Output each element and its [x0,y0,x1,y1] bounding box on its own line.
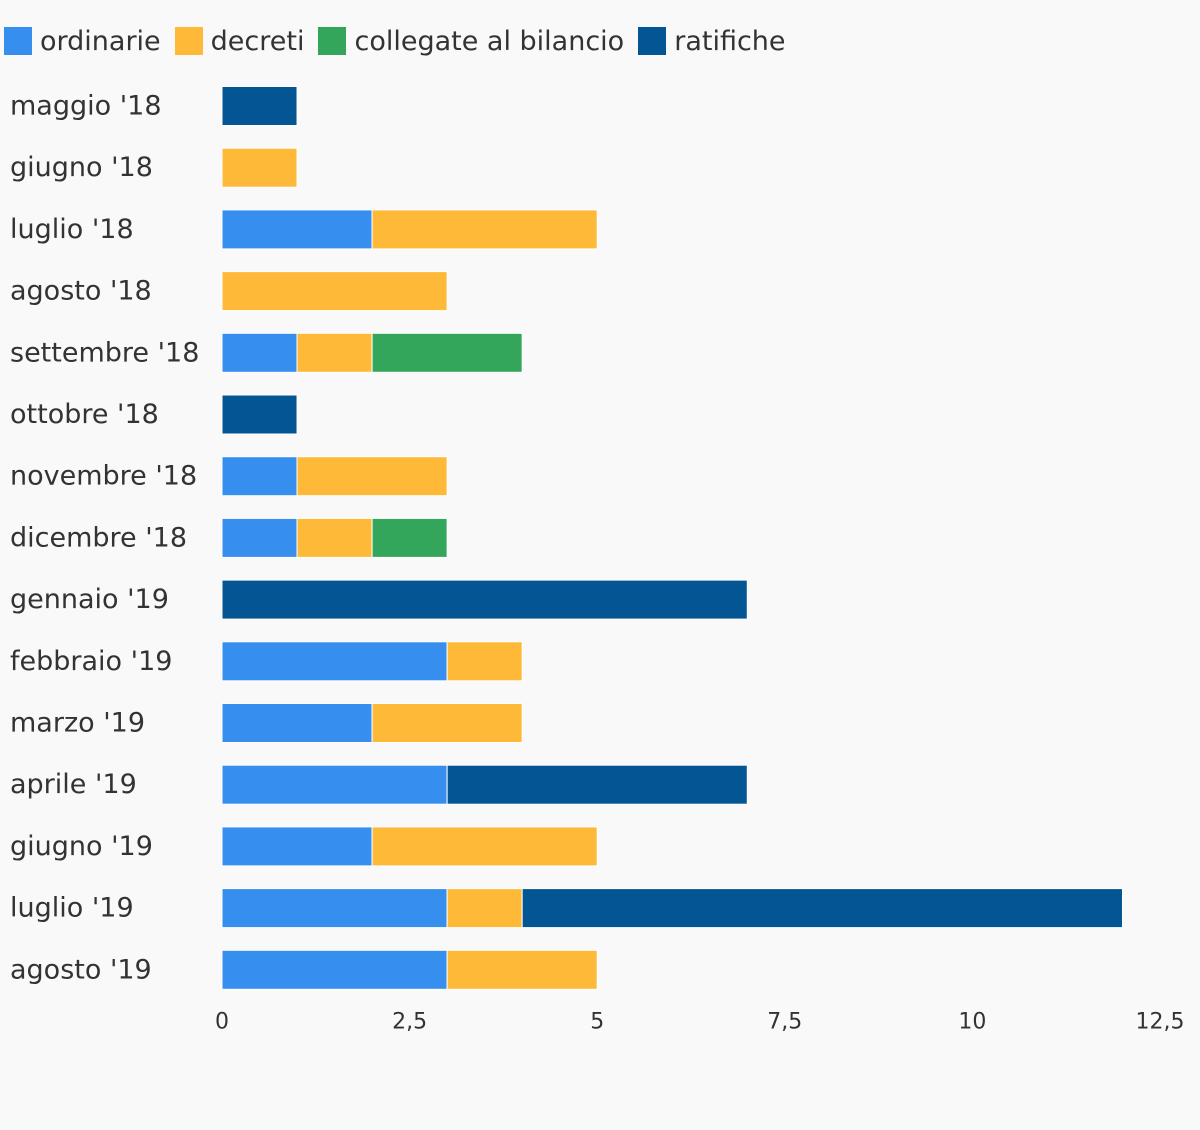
bar-decreti-agosto-18 [221,271,448,312]
category-label-maggio-18: maggio '18 [10,91,162,122]
bar-ordinarie-agosto-19 [221,949,448,990]
category-label-aprile-19: aprile '19 [10,769,137,800]
legend-swatch-decreti [174,27,203,55]
chart-legend: ordinarie decreti collegate al bilancio … [4,22,800,60]
category-label-novembre-18: novembre '18 [10,461,197,492]
bar-ordinarie-settembre-18 [221,332,298,373]
category-label-agosto-18: agosto '18 [10,276,152,307]
legend-item-ratifiche: ratifiche [638,25,786,57]
bar-decreti-agosto-19 [446,949,598,990]
bar-ratifiche-aprile-19 [446,764,748,805]
category-label-luglio-18: luglio '18 [10,214,134,245]
bar-ordinarie-giugno-19 [221,826,373,867]
bar-decreti-luglio-18 [371,209,598,250]
legend-swatch-collegate-al-bilancio [318,27,347,55]
bar-collegate-al-bilancio-dicembre-18 [371,517,448,558]
bar-decreti-settembre-18 [296,332,373,373]
legend-label-collegate-al-bilancio: collegate al bilancio [354,25,625,57]
category-label-febbraio-19: febbraio '19 [10,646,172,677]
bar-collegate-al-bilancio-settembre-18 [371,332,523,373]
bar-decreti-luglio-19 [446,888,523,929]
bar-decreti-giugno-19 [371,826,598,867]
bar-ordinarie-luglio-19 [221,888,448,929]
bar-ratifiche-gennaio-19 [221,579,748,620]
bar-decreti-giugno-18 [221,147,298,188]
legend-swatch-ordinarie [4,27,32,55]
legend-label-ratifiche: ratifiche [674,25,786,57]
x-tick-label-7-5: 7,5 [767,1010,802,1035]
bar-ordinarie-febbraio-19 [221,641,448,682]
bar-ordinarie-novembre-18 [221,456,298,497]
category-label-marzo-19: marzo '19 [10,708,145,739]
legend-label-ordinarie: ordinarie [40,25,161,57]
legend-item-collegate-al-bilancio: collegate al bilancio [318,26,624,57]
category-label-giugno-18: giugno '18 [10,152,153,183]
x-tick-label-5: 5 [590,1010,604,1035]
x-tick-label-10: 10 [958,1010,986,1035]
category-label-settembre-18: settembre '18 [10,337,199,368]
legend-item-ordinarie: ordinarie [4,26,161,57]
bar-ordinarie-luglio-18 [221,209,373,250]
x-tick-label-2-5: 2,5 [392,1010,427,1035]
bar-ordinarie-marzo-19 [221,703,373,743]
category-label-ottobre-18: ottobre '18 [10,399,159,430]
category-label-agosto-19: agosto '19 [10,954,152,985]
legend-swatch-ratifiche [638,27,667,55]
bar-decreti-febbraio-19 [446,641,523,682]
legend-label-decreti: decreti [210,25,305,57]
legend-item-decreti: decreti [174,25,305,57]
bar-decreti-novembre-18 [296,456,448,497]
bar-ratifiche-luglio-19 [521,888,1123,929]
category-label-gennaio-19: gennaio '19 [10,584,169,615]
category-label-dicembre-18: dicembre '18 [10,522,187,553]
bar-ratifiche-maggio-18 [221,86,298,126]
x-tick-label-0: 0 [215,1010,229,1035]
category-label-giugno-19: giugno '19 [10,831,153,862]
bar-ratifiche-ottobre-18 [221,394,298,435]
bar-ordinarie-aprile-19 [221,764,448,805]
x-tick-label-12-5: 12,5 [1136,1010,1185,1035]
bar-ordinarie-dicembre-18 [221,517,298,558]
bar-decreti-dicembre-18 [296,517,373,558]
bar-decreti-marzo-19 [371,703,523,743]
category-label-luglio-19: luglio '19 [10,893,134,924]
